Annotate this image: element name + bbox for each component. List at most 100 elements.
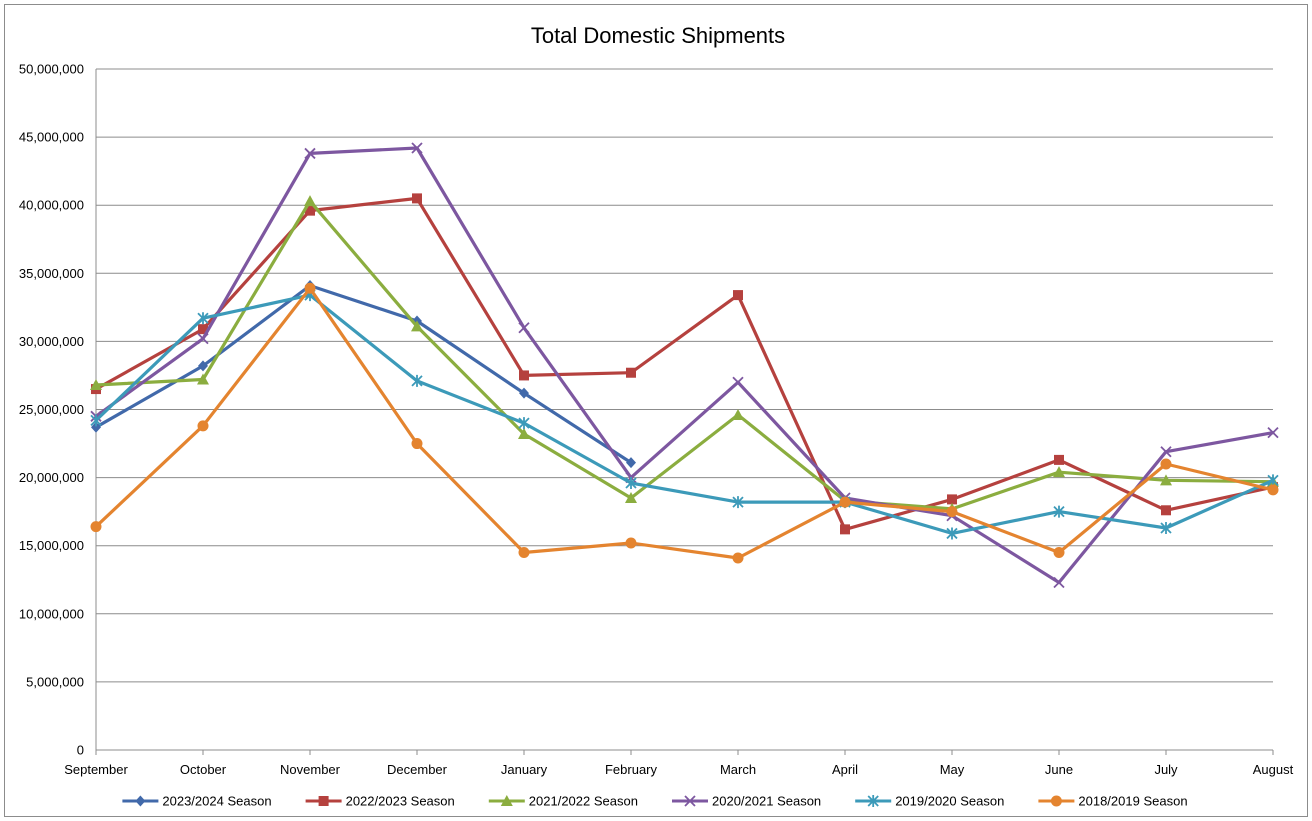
data-point bbox=[733, 290, 743, 301]
y-tick-label: 40,000,000 bbox=[19, 198, 84, 213]
legend-item: 2018/2019 Season bbox=[1038, 794, 1188, 809]
data-point bbox=[197, 333, 209, 345]
data-point bbox=[1053, 505, 1065, 518]
legend-swatch-marker bbox=[135, 795, 146, 807]
series-2023-2024 bbox=[91, 280, 636, 469]
x-tick-label: January bbox=[501, 762, 548, 777]
data-point bbox=[1054, 454, 1064, 465]
data-point bbox=[946, 506, 958, 518]
legend-item: 2019/2020 Season bbox=[855, 794, 1004, 809]
y-tick-label: 30,000,000 bbox=[19, 334, 84, 349]
axes: 0 5,000,000 10,000,000 15,000,000 20,000,000… bbox=[19, 62, 1294, 778]
legend-item: 2021/2022 Season bbox=[488, 794, 638, 809]
series-line bbox=[94, 284, 633, 465]
y-tick-label: 45,000,000 bbox=[19, 130, 84, 145]
data-point bbox=[732, 408, 744, 420]
data-point bbox=[518, 417, 530, 430]
data-point bbox=[90, 521, 102, 533]
y-tick-label: 25,000,000 bbox=[19, 402, 84, 417]
data-point bbox=[197, 420, 209, 432]
data-point bbox=[518, 547, 530, 559]
data-point bbox=[626, 367, 636, 378]
data-point bbox=[1161, 505, 1171, 516]
data-point bbox=[411, 142, 423, 154]
series-2019-2020 bbox=[90, 289, 1279, 540]
data-point bbox=[90, 414, 102, 427]
series-2020-2021 bbox=[90, 142, 1279, 589]
data-point bbox=[519, 370, 529, 381]
legend-item: 2023/2024 Season bbox=[122, 794, 272, 809]
legend-item: 2020/2021 Season bbox=[672, 794, 821, 809]
data-point bbox=[304, 282, 316, 294]
data-point bbox=[91, 421, 101, 433]
y-tick-label: 50,000,000 bbox=[19, 62, 84, 77]
data-point bbox=[305, 205, 315, 216]
legend-swatch-marker bbox=[684, 795, 696, 807]
data-point bbox=[1160, 446, 1172, 458]
data-point bbox=[1267, 427, 1279, 439]
gridlines bbox=[96, 68, 1273, 683]
data-point bbox=[197, 373, 209, 385]
data-point bbox=[1053, 466, 1065, 478]
data-point bbox=[519, 387, 529, 399]
data-point bbox=[625, 492, 637, 504]
series-line bbox=[94, 196, 1275, 532]
legend-swatch-marker bbox=[1050, 795, 1062, 807]
data-point bbox=[304, 147, 316, 160]
data-point bbox=[411, 320, 423, 332]
data-point bbox=[1160, 458, 1172, 470]
x-tick-label: June bbox=[1045, 762, 1073, 777]
data-point bbox=[732, 496, 744, 509]
series-2018-2019 bbox=[90, 282, 1279, 564]
data-point bbox=[1160, 474, 1172, 486]
y-tick-label: 0 bbox=[77, 743, 84, 758]
legend: 2023/2024 Season 2022/2023 Season 2021/202… bbox=[122, 794, 1188, 809]
legend-label: 2020/2021 Season bbox=[712, 794, 821, 809]
series-line bbox=[94, 293, 1275, 536]
data-point bbox=[732, 552, 744, 564]
data-point bbox=[946, 527, 958, 540]
data-point bbox=[412, 193, 422, 204]
legend-label: 2022/2023 Season bbox=[346, 794, 455, 809]
series-line bbox=[94, 199, 1275, 511]
x-tick-label: March bbox=[720, 762, 756, 777]
data-point bbox=[1053, 576, 1065, 589]
data-point bbox=[198, 324, 208, 335]
series-line bbox=[94, 146, 1275, 585]
x-tick-label: August bbox=[1253, 762, 1294, 777]
data-point bbox=[839, 496, 851, 508]
legend-swatch-marker bbox=[318, 796, 329, 806]
legend-swatch-marker bbox=[500, 795, 513, 806]
data-point bbox=[518, 428, 530, 440]
series-lines bbox=[90, 142, 1279, 589]
legend-label: 2023/2024 Season bbox=[162, 794, 271, 809]
series-line bbox=[94, 286, 1275, 560]
legend-swatch-marker bbox=[867, 795, 879, 807]
data-point bbox=[625, 477, 637, 490]
x-tick-label: November bbox=[280, 762, 341, 777]
y-tick-label: 20,000,000 bbox=[19, 470, 84, 485]
x-tick-label: February bbox=[605, 762, 658, 777]
legend-label: 2019/2020 Season bbox=[895, 794, 1004, 809]
x-tick-label: December bbox=[387, 762, 448, 777]
legend-label: 2018/2019 Season bbox=[1078, 794, 1187, 809]
data-point bbox=[626, 457, 636, 469]
legend-label: 2021/2022 Season bbox=[529, 794, 638, 809]
data-point bbox=[90, 378, 102, 390]
data-point bbox=[1053, 547, 1065, 559]
data-point bbox=[518, 322, 530, 334]
y-tick-label: 10,000,000 bbox=[19, 606, 84, 621]
data-point bbox=[1160, 521, 1172, 534]
data-point bbox=[947, 494, 957, 505]
data-point bbox=[411, 438, 423, 450]
series-2022-2023 bbox=[91, 193, 1278, 535]
data-point bbox=[840, 524, 850, 535]
y-tick-label: 5,000,000 bbox=[26, 674, 84, 689]
x-tick-label: September bbox=[64, 762, 128, 777]
data-point bbox=[198, 360, 208, 372]
y-tick-label: 15,000,000 bbox=[19, 538, 84, 553]
chart-title: Total Domestic Shipments bbox=[531, 23, 785, 48]
legend-item: 2022/2023 Season bbox=[305, 794, 455, 809]
data-point bbox=[304, 195, 316, 207]
